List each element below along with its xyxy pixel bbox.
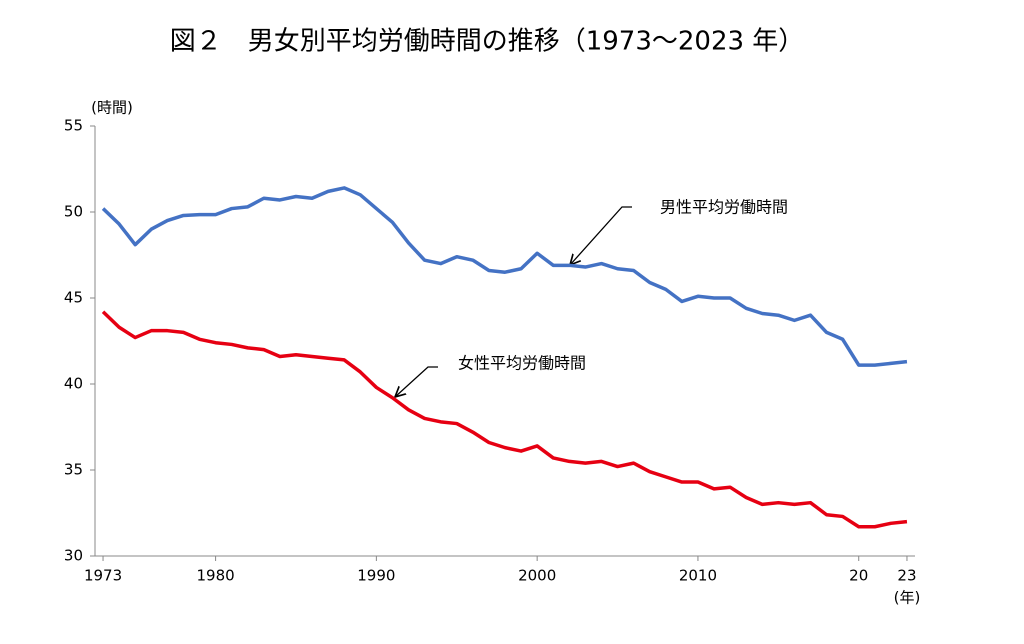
x-axis-unit: (年) [894,589,921,607]
y-tick-label: 50 [64,203,83,221]
x-tick-label: 1973 [84,567,122,585]
series-label: 女性平均労働時間 [458,354,586,373]
y-tick-label: 30 [64,547,83,565]
y-tick-label: 45 [64,289,83,307]
annotation-arrow [395,366,438,397]
x-tick-label: 2010 [679,567,717,585]
y-tick-label: 55 [64,117,83,135]
x-tick-label: 2000 [518,567,556,585]
x-tick-label: 23 [897,567,916,585]
y-tick-label: 40 [64,375,83,393]
x-tick-label: 1990 [357,567,395,585]
y-tick-label: 35 [64,461,83,479]
series-line [101,310,908,529]
y-axis-unit: (時間) [91,99,133,117]
chart-title: 図２ 男女別平均労働時間の推移（1973～2023 年） [170,27,805,57]
series-line [101,186,908,367]
x-tick-label: 20 [849,567,868,585]
series-label: 男性平均労働時間 [660,198,788,217]
x-tick-label: 1980 [196,567,234,585]
annotation-arrow [570,206,632,265]
